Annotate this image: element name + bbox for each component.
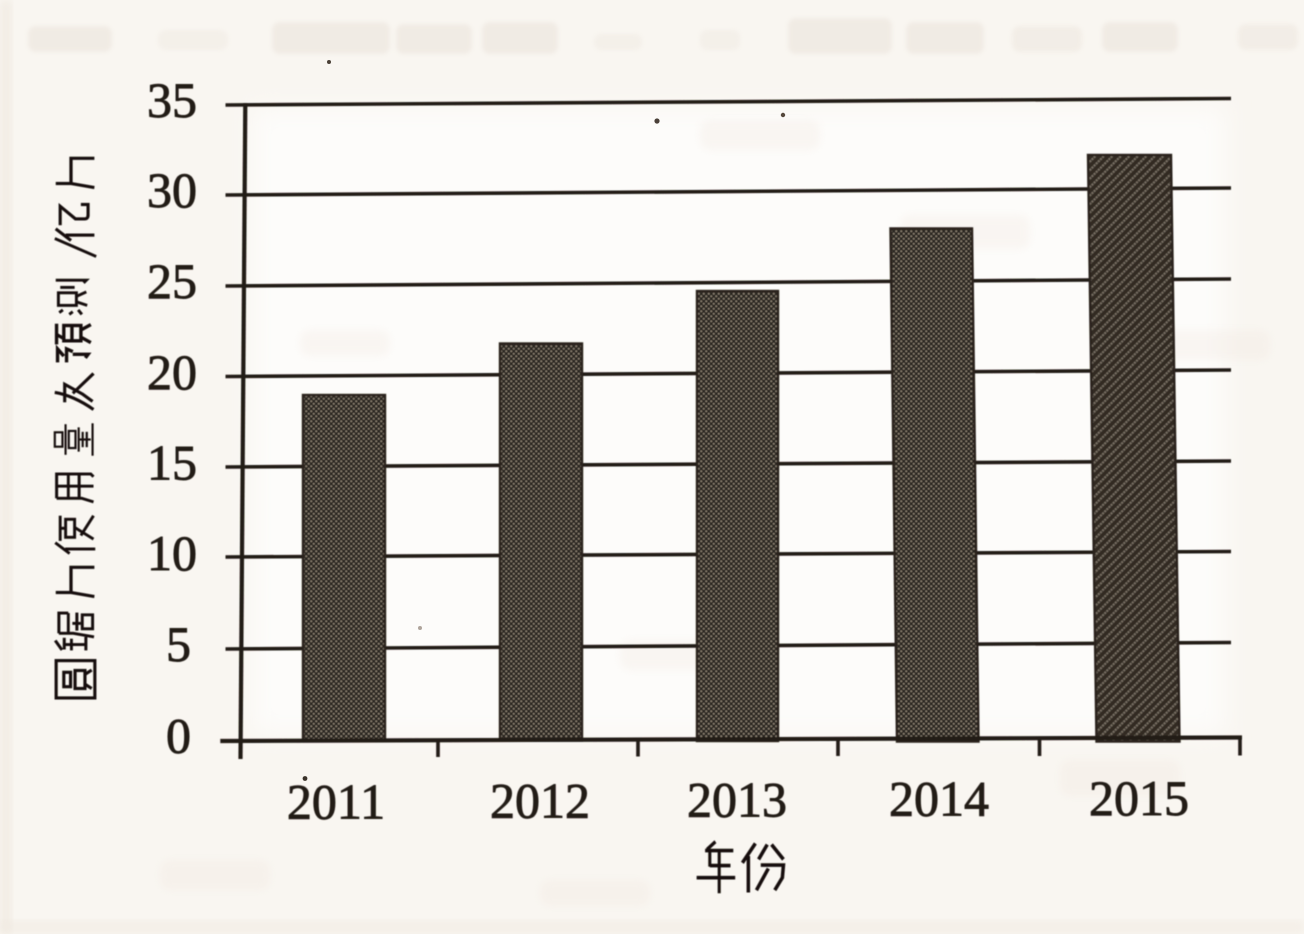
svg-text:35: 35 xyxy=(147,72,197,128)
svg-text:30: 30 xyxy=(147,162,197,218)
svg-text:2014: 2014 xyxy=(889,771,989,827)
svg-text:25: 25 xyxy=(147,253,197,309)
svg-text:2015: 2015 xyxy=(1089,770,1189,826)
svg-text:15: 15 xyxy=(147,435,197,491)
svg-text:2011: 2011 xyxy=(287,774,385,830)
svg-text:2012: 2012 xyxy=(490,773,590,829)
svg-text:10: 10 xyxy=(147,525,197,581)
svg-text:20: 20 xyxy=(147,344,197,400)
svg-text:5: 5 xyxy=(166,616,191,672)
svg-text:2013: 2013 xyxy=(687,772,787,828)
svg-text:0: 0 xyxy=(166,708,191,764)
